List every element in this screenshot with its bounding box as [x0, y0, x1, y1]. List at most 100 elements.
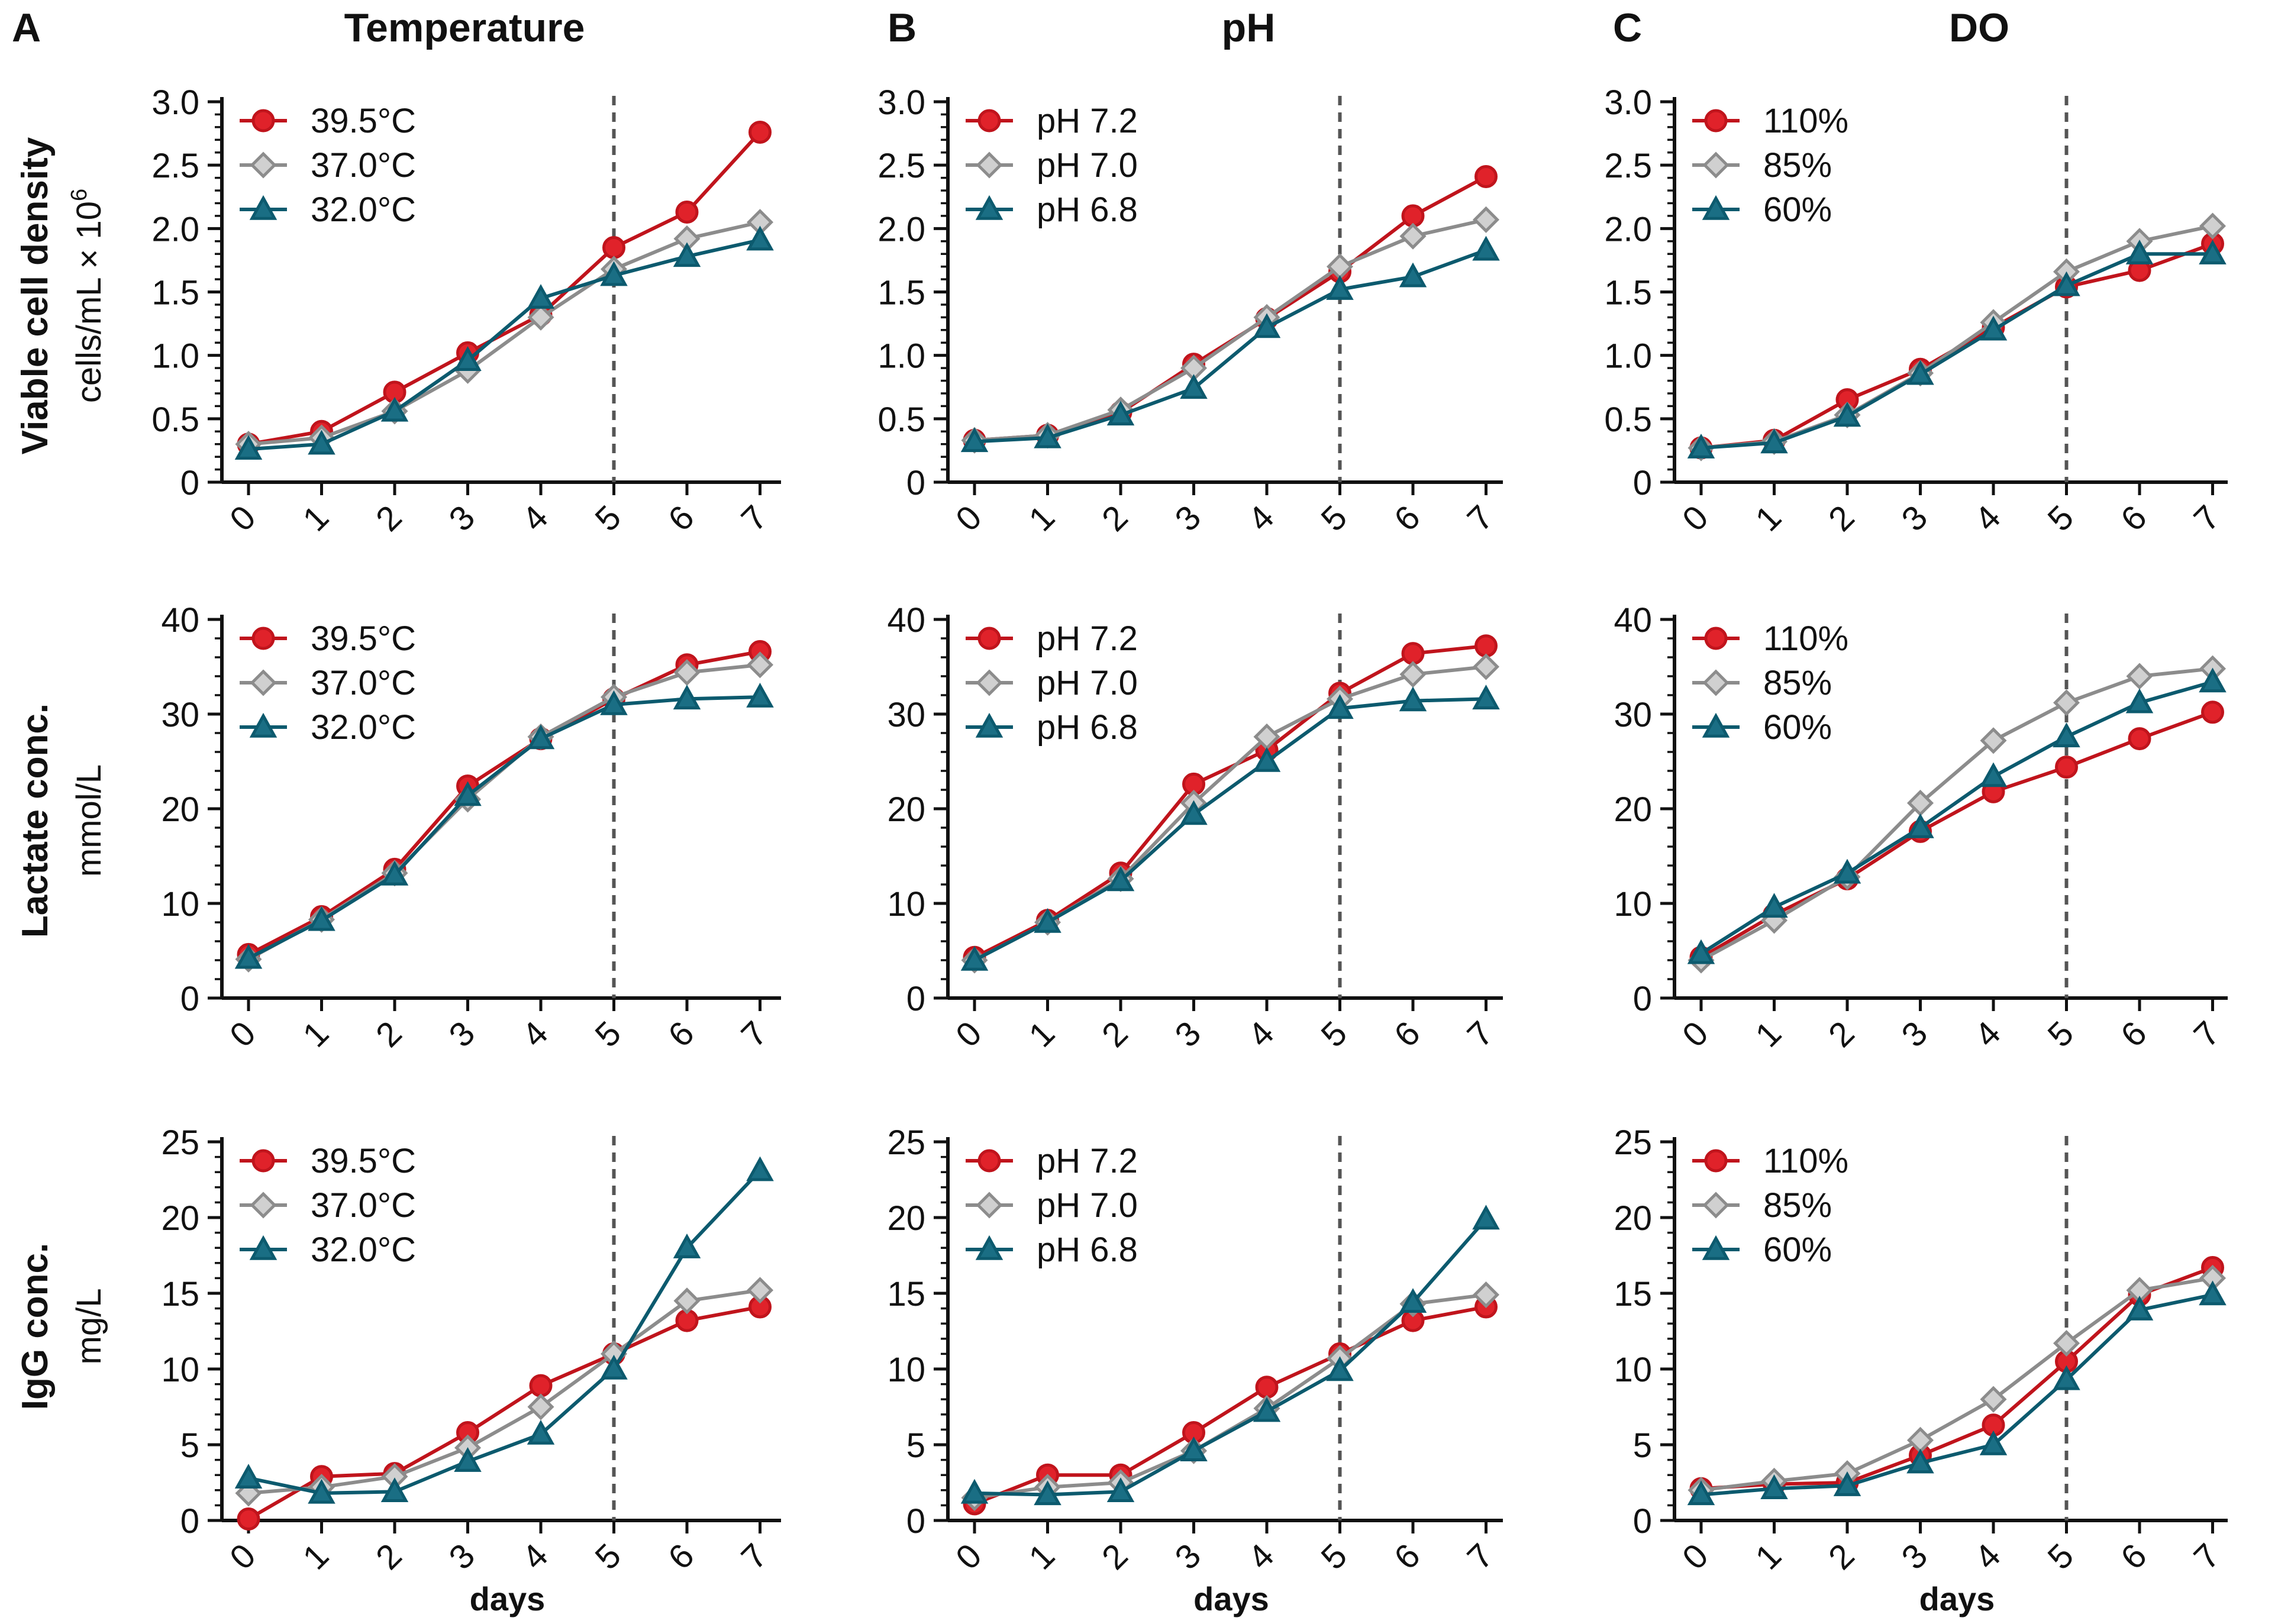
x-tick-label: 7 — [2186, 1014, 2227, 1055]
data-point — [1760, 893, 1788, 918]
series-teal — [960, 1205, 1500, 1506]
data-point — [2199, 240, 2227, 264]
column-title-temperature: Temperature — [344, 5, 585, 50]
legend-marker — [251, 109, 275, 133]
legend-entry-label: 32.0°C — [311, 191, 416, 229]
y-tick-label: 1.5 — [1604, 274, 1652, 312]
y-tick-label: 10 — [1614, 1351, 1652, 1389]
data-point — [1979, 315, 2008, 341]
series-line — [248, 1169, 762, 1495]
data-point — [673, 1234, 701, 1258]
x-tick-label: 3 — [1894, 498, 1935, 539]
y-tick-label: 3.0 — [877, 83, 925, 122]
data-point — [1401, 642, 1425, 666]
data-point — [1980, 1386, 2007, 1413]
x-tick-label: 2 — [1821, 498, 1862, 539]
y-tick-label: 10 — [887, 885, 925, 924]
legend: 39.5°C 37.0°C 32.0°C — [240, 619, 416, 747]
x-tick-label: 5 — [588, 1536, 628, 1577]
y-tick-label: 0 — [1633, 1502, 1652, 1541]
data-point — [1180, 800, 1208, 825]
y-tick-label: 30 — [161, 696, 199, 734]
data-point — [1979, 1430, 2008, 1455]
data-point — [527, 1419, 555, 1445]
data-point — [1034, 1480, 1061, 1506]
y-tick-label: 10 — [161, 1351, 199, 1389]
series-line — [1701, 1265, 2214, 1491]
data-point — [1399, 686, 1427, 712]
data-point — [2055, 756, 2078, 779]
data-point — [1906, 360, 1934, 385]
data-point — [1472, 653, 1500, 680]
data-point — [960, 427, 989, 453]
data-point — [454, 346, 482, 371]
data-point — [1326, 1356, 1354, 1381]
y-tick-label: 20 — [1614, 790, 1652, 829]
y-tick-label: 20 — [161, 1199, 199, 1238]
data-point — [746, 225, 774, 251]
series-line — [974, 248, 1487, 444]
y-tick-label: 0 — [906, 464, 925, 502]
data-point — [746, 683, 774, 708]
y-tick-label: 20 — [1614, 1199, 1652, 1238]
data-point — [960, 1478, 989, 1504]
data-point — [2053, 689, 2080, 716]
data-point — [2125, 240, 2154, 264]
series-line — [248, 131, 762, 446]
legend-entry-label: pH 7.2 — [1037, 102, 1138, 140]
data-point — [2128, 727, 2151, 751]
x-tick-label: 4 — [1241, 1014, 1282, 1055]
y-tick-label: 1.0 — [877, 337, 925, 376]
data-point — [527, 1393, 554, 1420]
legend-marker — [251, 627, 275, 650]
legend-entry-label: 39.5°C — [311, 619, 416, 658]
row-label-lactate: Lactate conc. mmol/L — [15, 703, 108, 938]
data-point — [1472, 235, 1500, 261]
data-point — [1253, 1397, 1281, 1422]
legend-marker — [1702, 195, 1730, 220]
legend-entry-label: 60% — [1763, 1231, 1832, 1269]
y-tick-label: 0 — [180, 980, 199, 1018]
x-tick-label: 6 — [2114, 1014, 2154, 1055]
legend-marker — [975, 195, 1004, 220]
y-tick-label: 30 — [887, 696, 925, 734]
data-point — [600, 1354, 628, 1380]
y-tick-label: 2.0 — [151, 210, 199, 248]
y-tick-label: 0 — [1633, 464, 1652, 502]
x-tick-label: 2 — [1095, 498, 1135, 539]
x-tick-label: 4 — [1241, 498, 1282, 539]
series-teal — [234, 1156, 774, 1504]
data-point — [237, 1507, 260, 1531]
data-point — [1399, 262, 1427, 288]
y-tick-label: 2.0 — [1604, 210, 1652, 248]
data-point — [2201, 700, 2224, 724]
x-tick-label: 0 — [222, 1014, 263, 1055]
column-title-do: DO — [1949, 5, 2009, 50]
x-tick-label: 3 — [441, 498, 482, 539]
data-point — [380, 396, 409, 422]
legend-entry-label: 37.0°C — [311, 146, 416, 185]
x-tick-label: 2 — [369, 1014, 409, 1055]
data-point — [234, 944, 263, 969]
x-tick-label: 7 — [1460, 1536, 1501, 1577]
data-point — [746, 1156, 774, 1181]
x-tick-label: 0 — [1675, 1014, 1716, 1055]
data-point — [1399, 1288, 1427, 1313]
x-tick-label: 7 — [1460, 1014, 1501, 1055]
y-tick-label: 0 — [180, 464, 199, 502]
data-point — [2053, 1365, 2080, 1390]
y-tick-label: 15 — [1614, 1275, 1652, 1313]
legend: 39.5°C 37.0°C 32.0°C — [240, 1142, 416, 1269]
legend-marker — [1702, 669, 1730, 696]
y-tick-label: 2.5 — [151, 147, 199, 185]
data-point — [675, 200, 699, 224]
legend-marker — [1704, 109, 1728, 133]
y-tick-label: 25 — [1614, 1123, 1652, 1162]
x-tick-label: 1 — [1021, 1536, 1062, 1577]
series-teal — [1687, 667, 2227, 964]
legend-marker — [975, 712, 1004, 738]
series-line — [1700, 710, 2214, 959]
x-tick-label: 0 — [1675, 498, 1716, 539]
data-point — [1906, 813, 1934, 838]
